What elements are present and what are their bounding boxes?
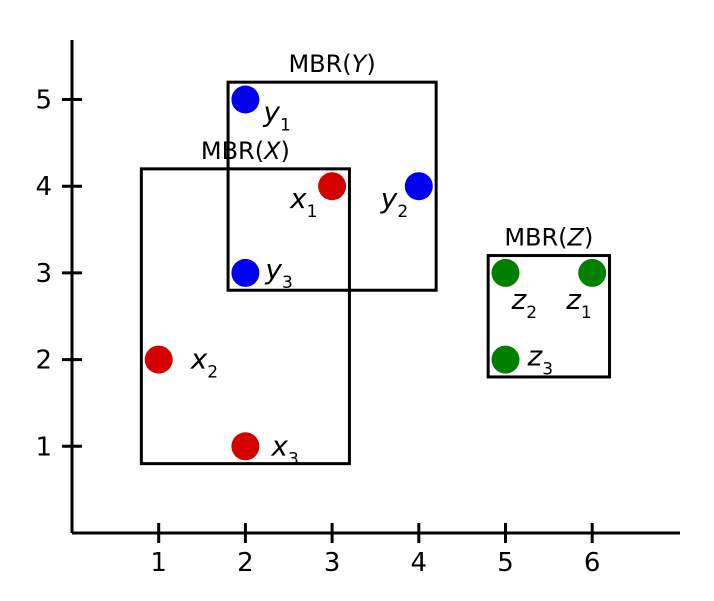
mbr-z-rect — [486, 254, 612, 379]
point-label-y1: y1 — [262, 96, 290, 136]
x-tick-label-6: 6 — [584, 548, 601, 578]
x-tick-label-2: 2 — [237, 548, 254, 578]
point-label-x1: x1 — [289, 182, 317, 222]
ticks: 1 2 3 4 5 6 1 2 3 4 5 — [35, 86, 600, 579]
mbr-z-label: MBR(Z) — [504, 224, 593, 252]
point-x1 — [318, 172, 347, 201]
point-label-x3: x3 — [270, 429, 298, 469]
point-label-x2: x2 — [190, 343, 218, 383]
point-label-z2: z2 — [511, 283, 538, 323]
point-labels: x1 x2 x3 y1 y2 y3 z1 z2 z3 — [190, 96, 592, 470]
y-tick-label-1: 1 — [35, 432, 52, 462]
point-label-y3: y3 — [264, 253, 292, 293]
point-y2 — [404, 172, 433, 201]
mbr-x-label: MBR(X) — [201, 137, 290, 165]
x-tick-label-3: 3 — [324, 548, 341, 578]
x-tick-label-4: 4 — [411, 548, 428, 578]
data-points — [144, 85, 607, 461]
x-tick-label-1: 1 — [150, 548, 167, 578]
y-tick-label-4: 4 — [35, 172, 52, 202]
point-z3 — [491, 345, 520, 374]
y-tick-label-2: 2 — [35, 346, 52, 376]
mbr-y-rect — [226, 80, 438, 292]
y-tick-label-5: 5 — [35, 86, 52, 116]
mbr-y-label: MBR(Y) — [288, 50, 375, 78]
point-label-y2: y2 — [380, 182, 408, 222]
point-label-z3: z3 — [527, 340, 554, 380]
point-label-z1: z1 — [565, 283, 592, 323]
x-tick-label-5: 5 — [497, 548, 514, 578]
mbr-x-rect — [139, 167, 351, 466]
point-z1 — [578, 258, 607, 287]
point-y1 — [231, 85, 260, 114]
point-x2 — [144, 345, 173, 374]
axes — [70, 40, 680, 535]
y-tick-label-3: 3 — [35, 259, 52, 289]
point-x3 — [231, 432, 260, 461]
point-z2 — [491, 258, 520, 287]
mbr-layer: MBR(X) MBR(Y) MBR(Z) — [139, 50, 612, 466]
point-y3 — [231, 258, 260, 287]
